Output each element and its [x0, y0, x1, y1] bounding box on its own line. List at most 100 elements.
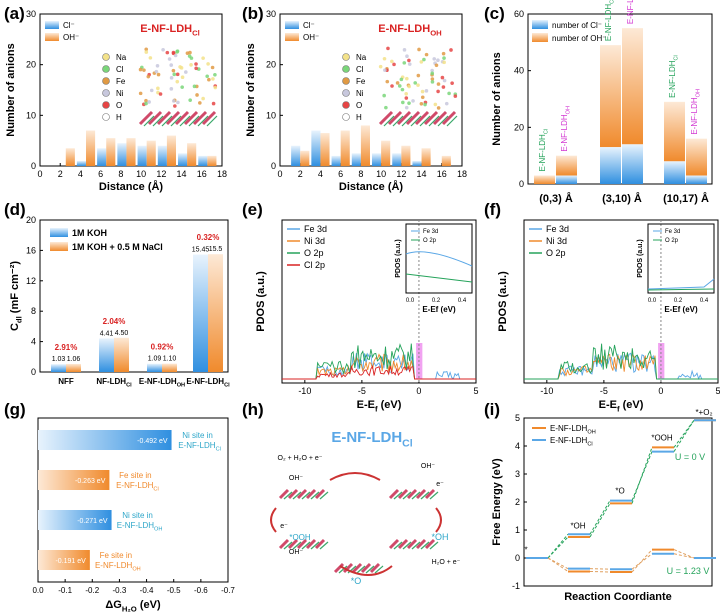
ldh-layer — [338, 565, 348, 574]
bar-vertical-label: E-NF-LDHOH — [560, 106, 571, 152]
y-tick-label: 5 — [515, 413, 520, 423]
bar-a-oh — [126, 138, 136, 166]
layer-bond — [156, 110, 172, 126]
inset-frame — [405, 223, 473, 294]
bar-koh-nacl — [66, 363, 81, 372]
structure-atom — [401, 100, 405, 105]
pdos-curve-0 — [282, 352, 476, 380]
ldh-layer — [424, 538, 436, 550]
structure-atom — [144, 47, 149, 52]
bar-a-cl — [97, 148, 107, 166]
structure-atom — [169, 87, 174, 91]
ldh-layer — [360, 562, 372, 574]
structure-atom — [383, 68, 387, 72]
structure-atom — [392, 62, 396, 67]
ldh-layer — [411, 491, 421, 500]
legend-label: number of Cl⁻ — [552, 21, 602, 30]
y-tick-label: 16 — [26, 245, 36, 255]
x-tick-label: 6 — [338, 169, 343, 179]
y-tick-label: 2 — [515, 497, 520, 507]
atom-marker — [342, 89, 350, 97]
legend-label: 1M KOH — [72, 228, 107, 238]
atom-label: H — [116, 113, 122, 122]
bar-a-oh — [106, 138, 116, 166]
layer-bond — [197, 115, 209, 127]
structure-atom — [165, 50, 170, 55]
bar-cl-stack — [600, 147, 621, 184]
y-axis-label: Cdl (mF cm⁻²) — [9, 261, 23, 331]
structure-atom — [192, 84, 197, 89]
inset-frame — [647, 223, 715, 294]
bar-value-label: 4.50 — [115, 330, 129, 337]
inset-legend-label: Fe 3d — [423, 229, 438, 235]
layer-bond — [419, 115, 431, 127]
cycle-arrow — [270, 507, 277, 533]
structure-atom — [146, 74, 151, 79]
bar-a-cl — [76, 160, 87, 166]
bar-b-cl — [331, 155, 341, 166]
legend-label: Cl⁻ — [63, 21, 75, 30]
x-tick-label: 18 — [217, 169, 227, 179]
atom-label: Ni — [116, 89, 124, 98]
diagram-label: H₂O + e⁻ — [432, 559, 461, 566]
plot-frame-b — [279, 13, 463, 167]
atom-label: O — [116, 101, 122, 110]
x-tick-label: 18 — [457, 169, 467, 179]
structure-atom — [430, 71, 435, 76]
bar-oh-stack — [534, 175, 555, 184]
layer-bond — [437, 115, 449, 127]
bar-vertical-label: E-NF-LDHOH — [626, 0, 637, 24]
structure-atom — [390, 59, 394, 64]
bar-cl-stack — [686, 175, 707, 184]
structure-atom — [385, 79, 390, 84]
structure-atom — [405, 54, 409, 58]
pct-change-label: 0.32% — [197, 233, 220, 242]
structure-atom — [147, 100, 151, 104]
plot-frame-g — [37, 417, 229, 583]
bar-a-oh — [65, 148, 75, 166]
structure-atom — [180, 85, 184, 89]
bar-b-cl — [372, 153, 382, 166]
layer-bond — [414, 110, 430, 126]
bar-b-oh — [381, 140, 391, 166]
layer-bond — [410, 115, 422, 127]
structure-atom — [422, 57, 426, 62]
y-tick-label: 30 — [266, 9, 276, 19]
state-label: * — [524, 545, 527, 554]
state-label: *OH — [570, 522, 585, 531]
bar-b-oh — [401, 145, 411, 166]
inset-x-label: E-Ef (eV) — [664, 305, 698, 314]
inset-legend-label: Fe 3d — [665, 229, 680, 235]
panel-label-g: (g) — [4, 400, 26, 419]
legend-swatch — [50, 242, 68, 251]
pdos-curve-3 — [282, 364, 476, 380]
x-tick-label: 0 — [277, 169, 282, 179]
atom-label: Na — [356, 53, 367, 62]
ldh-layer — [319, 491, 329, 500]
x-tick-label: -10 — [540, 386, 553, 396]
x-tick-label: 16 — [437, 169, 447, 179]
potential-annotation: U = 1.23 V — [667, 566, 710, 576]
x-tick-label: 5 — [715, 386, 720, 396]
x-axis-label: Distance (Å) — [99, 180, 164, 193]
atom-marker — [102, 77, 110, 85]
structure-atom — [205, 74, 209, 79]
structure-atom — [378, 64, 383, 69]
structure-atom — [399, 77, 404, 82]
structure-atom — [213, 85, 218, 90]
bar-cl-stack — [622, 144, 643, 184]
layer-bond — [392, 115, 404, 127]
y-tick-label: 0 — [271, 161, 276, 171]
structure-atom — [430, 80, 435, 84]
diagram-label: *OH — [431, 532, 448, 542]
diagram-label: O₂ + H₂O + e⁻ — [278, 455, 323, 462]
x-tick-label: 10 — [136, 169, 146, 179]
atom-marker — [342, 77, 350, 85]
pct-change-label: 2.91% — [55, 343, 78, 352]
dg-bar — [38, 430, 172, 450]
legend-label: OH⁻ — [63, 33, 79, 42]
diagram-label: *OOH — [289, 533, 311, 542]
state-label: *O — [615, 487, 624, 496]
inset-x-tick-label: 0.2 — [674, 298, 683, 304]
